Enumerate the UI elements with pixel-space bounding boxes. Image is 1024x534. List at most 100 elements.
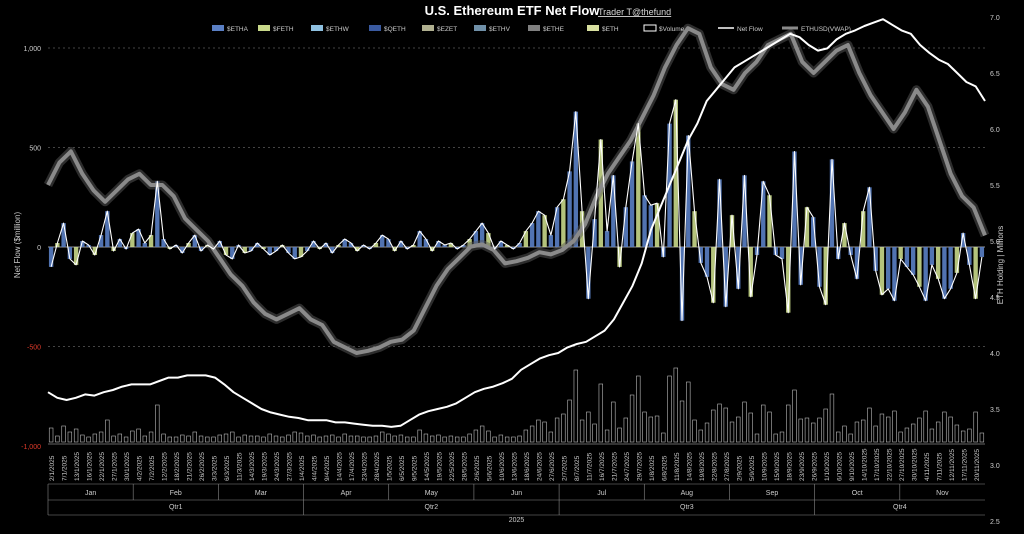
y-tick-label: 0 <box>37 245 41 252</box>
y2-tick-label: 6.5 <box>990 71 1000 78</box>
volume-bar <box>736 416 741 443</box>
x-tick-label: 10/9/2025 <box>761 452 768 481</box>
volume-bar <box>348 435 354 443</box>
volume-bar <box>136 428 141 443</box>
net-flow-bar <box>736 247 741 289</box>
net-flow-bar <box>629 161 635 247</box>
x-tick-label: 14/10/2025 <box>861 448 868 481</box>
net-flow-bar <box>292 247 297 259</box>
volume-bar <box>654 415 660 443</box>
volume-bar <box>648 416 653 443</box>
net-flow-bar <box>242 247 247 253</box>
volume-bar <box>111 435 116 443</box>
legend-label: $FETH <box>273 26 294 33</box>
net-flow-bar <box>917 247 922 287</box>
x-tick-label: 22/1/2025 <box>99 452 106 481</box>
y2-axis-ticks: 7.0 6.5 6.0 5.5 5.0 4.5 4.0 3.5 3.0 2.5 <box>990 15 1000 526</box>
net-flow-bar <box>142 243 148 247</box>
x-tick-label: 14/3/2025 <box>249 452 256 481</box>
volume-bar <box>704 422 710 443</box>
net-flow-bar <box>280 245 285 247</box>
net-flow-bar <box>367 247 372 249</box>
x-tick-label: 15/9/2025 <box>774 452 781 481</box>
x-tick-label: 10/6/2025 <box>499 452 506 481</box>
net-flow-bar <box>155 181 160 247</box>
volume-bars <box>48 367 985 443</box>
volume-bar <box>373 435 379 443</box>
volume-bar <box>286 434 291 443</box>
x-tick-label: 6/3/2025 <box>224 455 231 481</box>
volume-bar <box>479 425 485 443</box>
net-flow-bar <box>636 123 641 247</box>
volume-bar <box>242 434 247 443</box>
net-flow-bar <box>542 215 547 247</box>
x-tick-label: 13/1/2025 <box>74 452 81 481</box>
volume-bar <box>211 436 216 443</box>
x-tick-label: 7/2/2025 <box>149 455 156 481</box>
y2-axis-label: ETH Holding | Millions <box>996 226 1005 305</box>
month-label: Apr <box>341 490 353 497</box>
net-flow-bar <box>798 247 803 285</box>
net-flow-bar <box>942 247 947 299</box>
net-flow-bar <box>854 247 860 279</box>
net-flow-bar <box>436 241 441 247</box>
net-flow-bar <box>92 247 98 255</box>
x-tick-label: 22/8/2025 <box>711 452 718 481</box>
net-flow-bar <box>48 247 54 267</box>
net-flow-bar <box>348 243 354 247</box>
volume-bar <box>392 435 397 443</box>
x-tick-label: 19/5/2025 <box>437 452 444 481</box>
x-tick-label: 4/4/2025 <box>312 455 319 481</box>
net-flow-bar <box>529 223 535 247</box>
net-flow-bar <box>704 247 710 277</box>
net-flow-bar <box>286 247 291 253</box>
volume-bar <box>280 436 285 443</box>
net-flow-bar <box>80 241 85 247</box>
volume-bar <box>448 435 454 443</box>
net-flow-bar <box>648 205 653 247</box>
net-flow-bar <box>623 207 629 247</box>
author-credit: Trader T@thefund <box>598 7 671 17</box>
volume-bar <box>729 421 735 443</box>
net-flow-bar <box>592 219 597 247</box>
x-tick-label: 26/2/2025 <box>199 452 206 481</box>
volume-bar <box>148 431 154 443</box>
volume-bar <box>192 431 197 443</box>
volume-bar <box>935 421 941 443</box>
volume-bar <box>636 375 641 443</box>
net-flow-bar <box>373 243 379 247</box>
net-flow-bar <box>180 247 185 253</box>
net-flow-bar <box>811 217 816 247</box>
net-flow-bar <box>273 247 279 251</box>
net-flow-bar <box>673 99 678 248</box>
legend-swatch <box>258 25 270 31</box>
legend-label: $ETHV <box>489 26 511 33</box>
net-flow-bar <box>217 241 222 247</box>
volume-bar <box>261 436 266 443</box>
net-flow-bar <box>929 247 935 265</box>
volume-bar <box>454 436 460 443</box>
legend-label: $ETHW <box>326 26 350 33</box>
volume-bar <box>123 436 129 443</box>
net-flow-bar <box>554 207 560 247</box>
volume-bar <box>511 436 516 443</box>
volume-bar <box>367 436 372 443</box>
x-tick-label: 3/3/2025 <box>212 455 219 481</box>
net-flow-bar <box>311 241 316 247</box>
net-flow-bar <box>642 195 647 247</box>
net-flow-bar <box>711 247 716 303</box>
volume-bar <box>692 419 697 443</box>
volume-bar <box>323 435 329 443</box>
volume-bar <box>473 429 479 443</box>
volume-bar <box>292 431 297 443</box>
volume-bar <box>48 427 54 443</box>
net-flow-bar <box>386 239 391 247</box>
volume-bar <box>604 429 610 443</box>
x-tick-label: 5/6/2025 <box>487 455 494 481</box>
net-flow-bar <box>261 247 266 249</box>
volume-bar <box>186 435 191 443</box>
volume-bar <box>398 434 404 443</box>
volume-bar <box>386 433 391 443</box>
net-flow-bar <box>723 247 728 307</box>
legend-swatch <box>212 25 224 31</box>
